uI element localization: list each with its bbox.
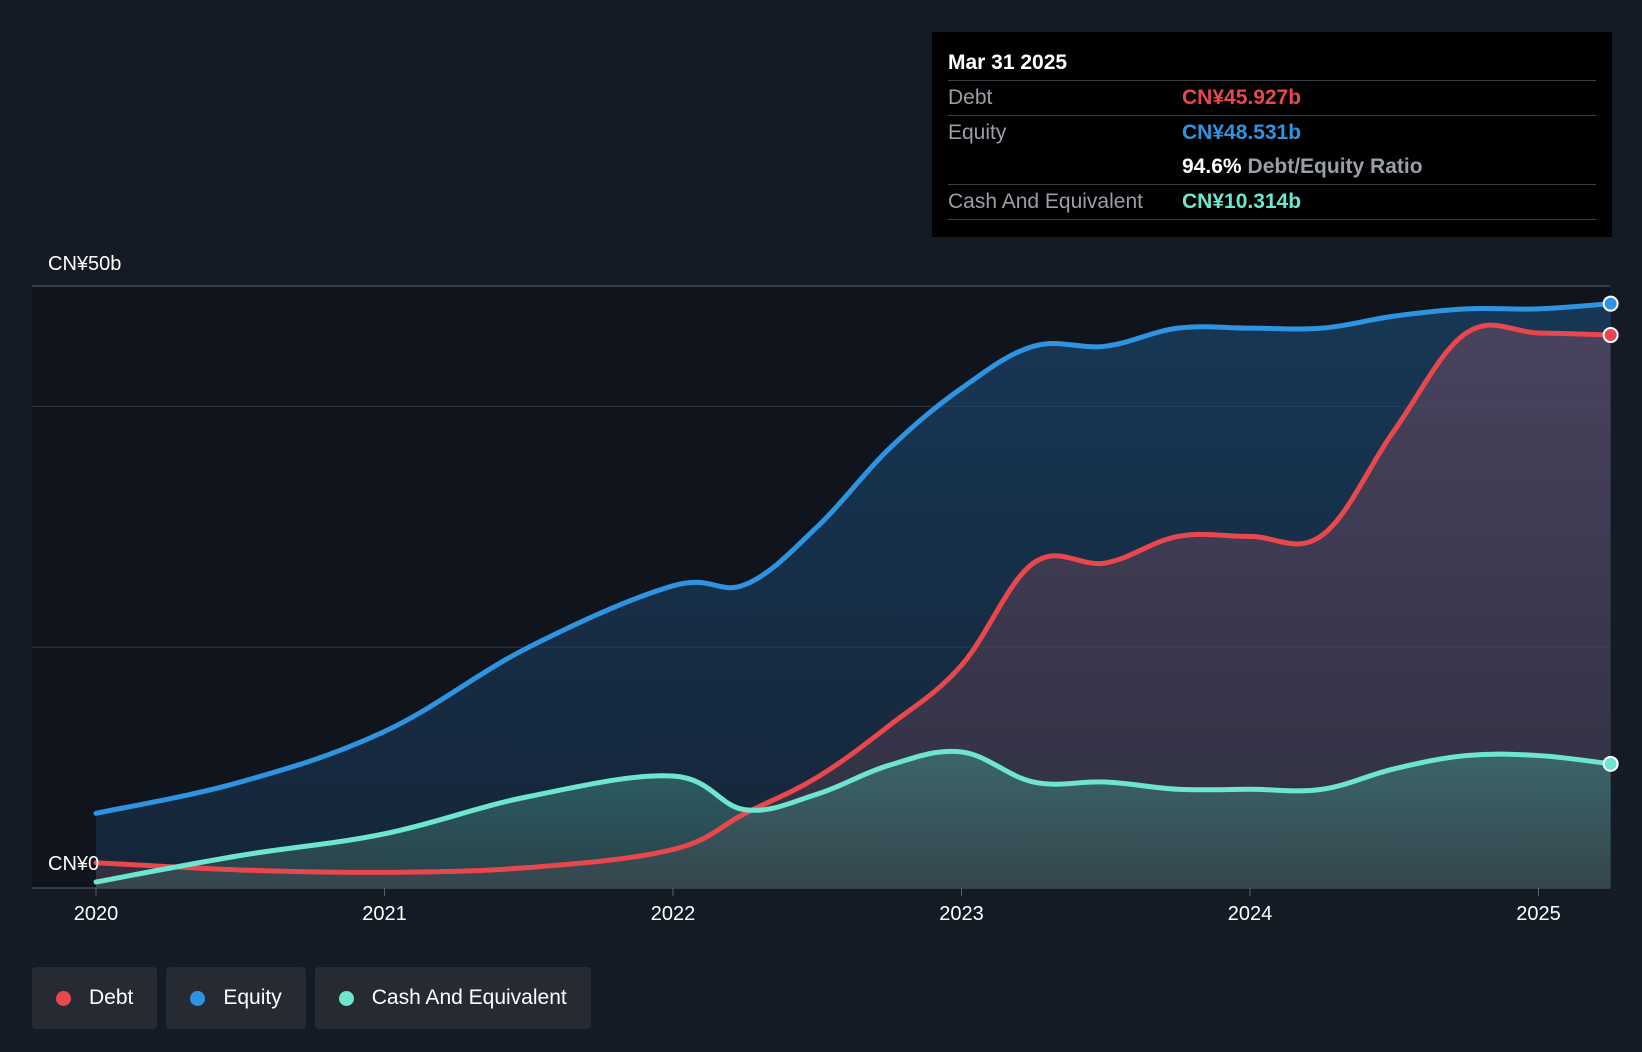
legend-dot-icon: [190, 990, 206, 1006]
debt-end-marker[interactable]: [1602, 327, 1619, 344]
x-tick-label: 2025: [1516, 903, 1561, 925]
equity-end-marker[interactable]: [1602, 295, 1619, 312]
legend-item-cash[interactable]: Cash And Equivalent: [314, 967, 591, 1029]
tooltip-equity-label: Equity: [948, 121, 1007, 144]
tooltip-cash-value: CN¥10.314b: [1182, 190, 1302, 213]
legend-item-equity[interactable]: Equity: [166, 967, 306, 1029]
x-tick-label: 2023: [939, 903, 984, 925]
legend-dot-icon: [56, 990, 71, 1006]
debt-line: [93, 322, 1614, 875]
end-markers: [1602, 295, 1619, 772]
legend-item-debt[interactable]: Debt: [32, 967, 158, 1029]
x-tick-label: 2021: [362, 903, 407, 925]
tooltip-debt-value: CN¥45.927b: [1182, 86, 1302, 109]
tooltip-cash-row: Cash And Equivalent CN¥10.314b: [948, 185, 1596, 220]
tooltip-debt-row: Debt CN¥45.927b: [948, 81, 1596, 116]
y-axis-top-label: CN¥50b: [48, 253, 121, 275]
legend-label-cash: Cash And Equivalent: [371, 986, 567, 1009]
tooltip-date: Mar 31 2025: [948, 46, 1596, 81]
series-areas: [96, 303, 1611, 889]
x-axis-ticks: 2020 2021 2022 2023 2024 2025: [74, 888, 1561, 925]
tooltip-panel: Mar 31 2025 Debt CN¥45.927b Equity CN¥48…: [932, 32, 1612, 237]
legend-dot-icon: [338, 990, 354, 1006]
equity-line: [93, 301, 1614, 816]
x-tick-label: 2020: [74, 903, 119, 925]
cash-and-equivalent-end-marker[interactable]: [1602, 755, 1619, 772]
chart-legend: Debt Equity Cash And Equivalent: [32, 967, 591, 1029]
debt-area: [96, 325, 1611, 889]
cash-and-equivalent-line: [93, 748, 1614, 885]
legend-label-debt: Debt: [89, 986, 134, 1009]
tooltip-equity-value: CN¥48.531b: [1182, 121, 1302, 144]
tooltip-ratio-value: 94.6%: [1182, 155, 1242, 178]
series-lines: [93, 301, 1614, 885]
legend-label-equity: Equity: [223, 986, 282, 1009]
tooltip-equity-row: Equity CN¥48.531b: [948, 116, 1596, 150]
y-axis-bottom-label: CN¥0: [48, 853, 99, 875]
tooltip-ratio-row: 94.6% Debt/Equity Ratio: [948, 150, 1596, 185]
tooltip-ratio-label: Debt/Equity Ratio: [1247, 155, 1423, 178]
tooltip-debt-label: Debt: [948, 86, 993, 109]
tooltip-cash-label: Cash And Equivalent: [948, 190, 1143, 213]
cash-and-equivalent-area: [96, 751, 1611, 888]
x-tick-label: 2024: [1228, 903, 1273, 925]
x-tick-label: 2022: [651, 903, 696, 925]
